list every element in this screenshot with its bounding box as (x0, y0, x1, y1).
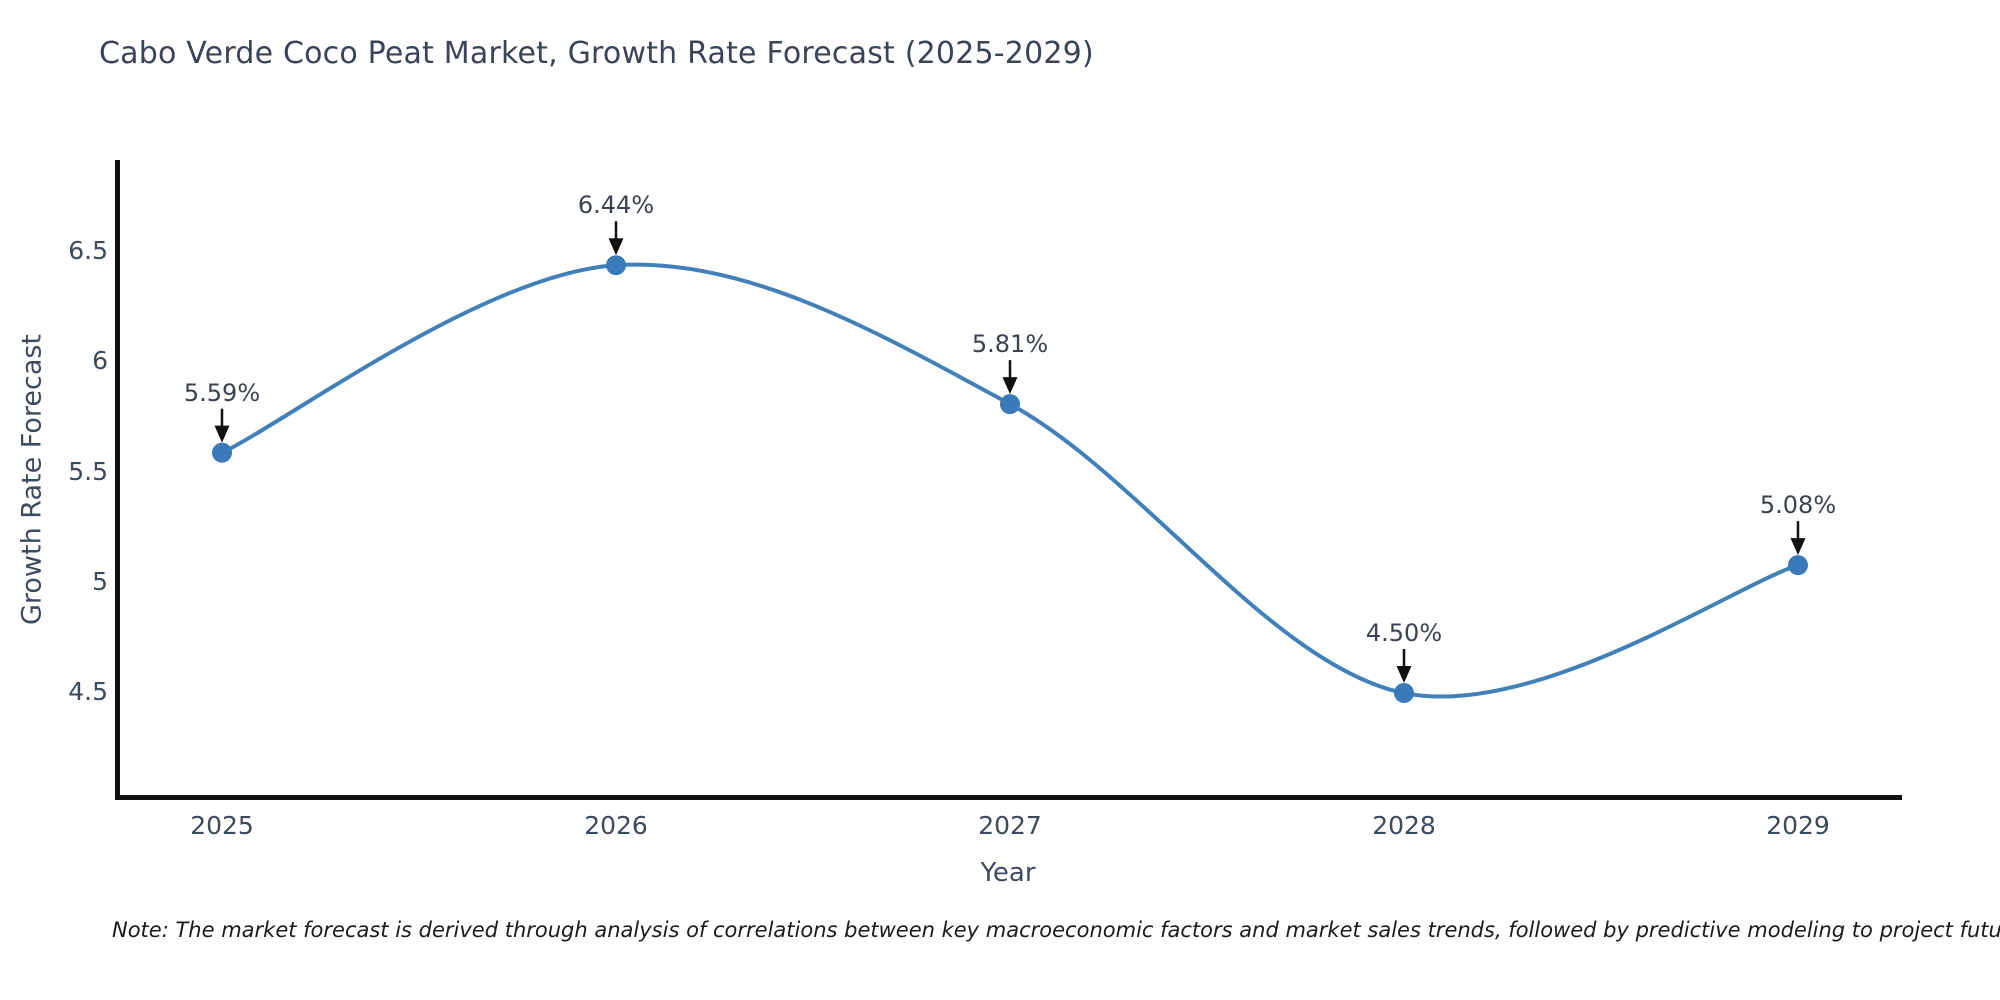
annotation-arrow-head (1396, 666, 1412, 684)
point-annotation-label: 5.59% (183, 378, 261, 407)
y-axis-line (115, 160, 120, 800)
y-tick-label: 6 (92, 346, 108, 376)
annotation-arrow-head (1790, 538, 1806, 556)
annotation-arrow-head (608, 238, 624, 256)
data-point-marker (1000, 394, 1020, 415)
x-tick-label: 2028 (1372, 811, 1436, 840)
x-tick-label: 2027 (978, 811, 1042, 840)
point-annotation-label: 5.08% (1759, 491, 1837, 520)
y-tick-label: 5 (92, 566, 108, 596)
point-annotation-label: 5.81% (971, 330, 1049, 359)
x-tick-label: 2025 (190, 811, 254, 840)
annotation-arrow-head (1002, 377, 1018, 395)
annotation-arrow-head (214, 425, 230, 443)
y-tick-label: 6.5 (68, 235, 108, 265)
point-annotation-label: 6.44% (577, 191, 655, 220)
annotation-arrows (214, 221, 1806, 684)
data-point-marker (1788, 555, 1808, 576)
chart-title: Cabo Verde Coco Peat Market, Growth Rate… (99, 36, 1094, 71)
point-annotation-label: 4.50% (1365, 619, 1443, 648)
x-tick-label: 2026 (584, 811, 648, 840)
footnote: Note: The market forecast is derived thr… (112, 918, 2000, 942)
x-axis-title: Year (980, 858, 1036, 888)
data-point-marker (606, 255, 626, 276)
y-tick-label: 5.5 (68, 456, 108, 486)
data-point-marker (212, 442, 232, 463)
x-tick-label: 2029 (1766, 811, 1830, 840)
data-point-markers (212, 255, 1808, 704)
x-axis-line (115, 795, 1902, 800)
y-tick-label: 4.5 (68, 677, 108, 707)
data-point-marker (1394, 683, 1414, 704)
